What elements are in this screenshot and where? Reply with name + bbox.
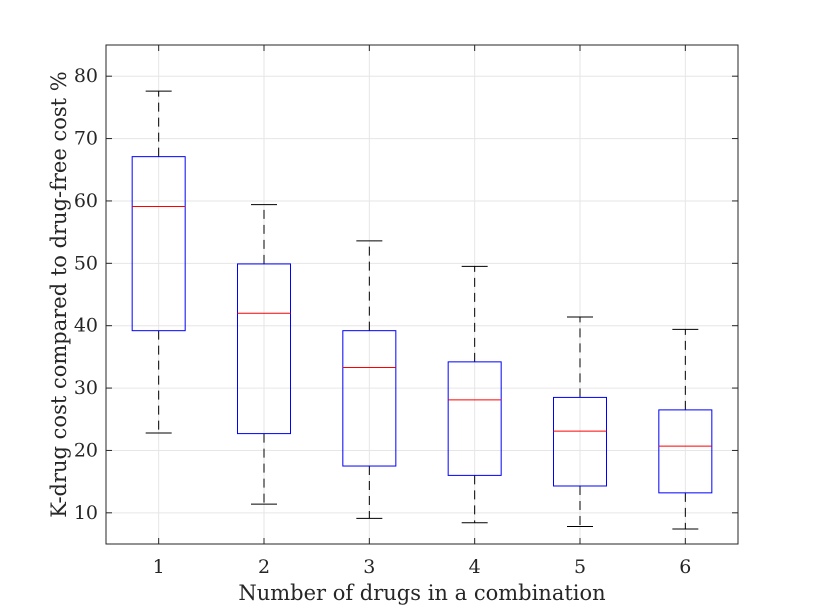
x-tick-label: 1: [153, 556, 165, 578]
iqr-box: [553, 396, 607, 487]
x-tick-label: 3: [363, 556, 375, 578]
iqr-box: [658, 409, 713, 494]
plot-area-frame: [105, 44, 739, 545]
x-tick-label: 5: [574, 556, 586, 578]
y-tick-label: 40: [74, 315, 98, 337]
x-tick-label: 2: [258, 556, 270, 578]
axis-ticks: 10 20 30 40 50 60 70 80 1 2 3 4 5 6: [74, 45, 738, 578]
box-group-1: [131, 90, 186, 434]
box-group-6: [658, 328, 713, 530]
box-group-2: [237, 204, 291, 505]
grid-lines: [106, 45, 738, 544]
iqr-box: [237, 263, 291, 435]
x-tick-label: 6: [679, 556, 691, 578]
y-tick-label: 50: [74, 252, 98, 274]
iqr-box: [447, 361, 502, 476]
box-group-5: [553, 316, 607, 528]
y-tick-label: 80: [74, 65, 98, 87]
box-series: [131, 90, 713, 530]
y-tick-label: 20: [74, 439, 98, 461]
x-tick-label: 4: [469, 556, 481, 578]
y-tick-label: 10: [74, 502, 98, 524]
iqr-box: [131, 156, 186, 332]
y-tick-label: 70: [74, 128, 98, 150]
x-axis-title: Number of drugs in a combination: [238, 581, 605, 605]
iqr-box: [342, 330, 397, 467]
y-axis-title: K-drug cost compared to drug-free cost %: [47, 71, 71, 517]
box-group-3: [342, 240, 397, 519]
y-tick-label: 60: [74, 190, 98, 212]
y-tick-label: 30: [74, 377, 98, 399]
box-group-4: [447, 265, 502, 524]
